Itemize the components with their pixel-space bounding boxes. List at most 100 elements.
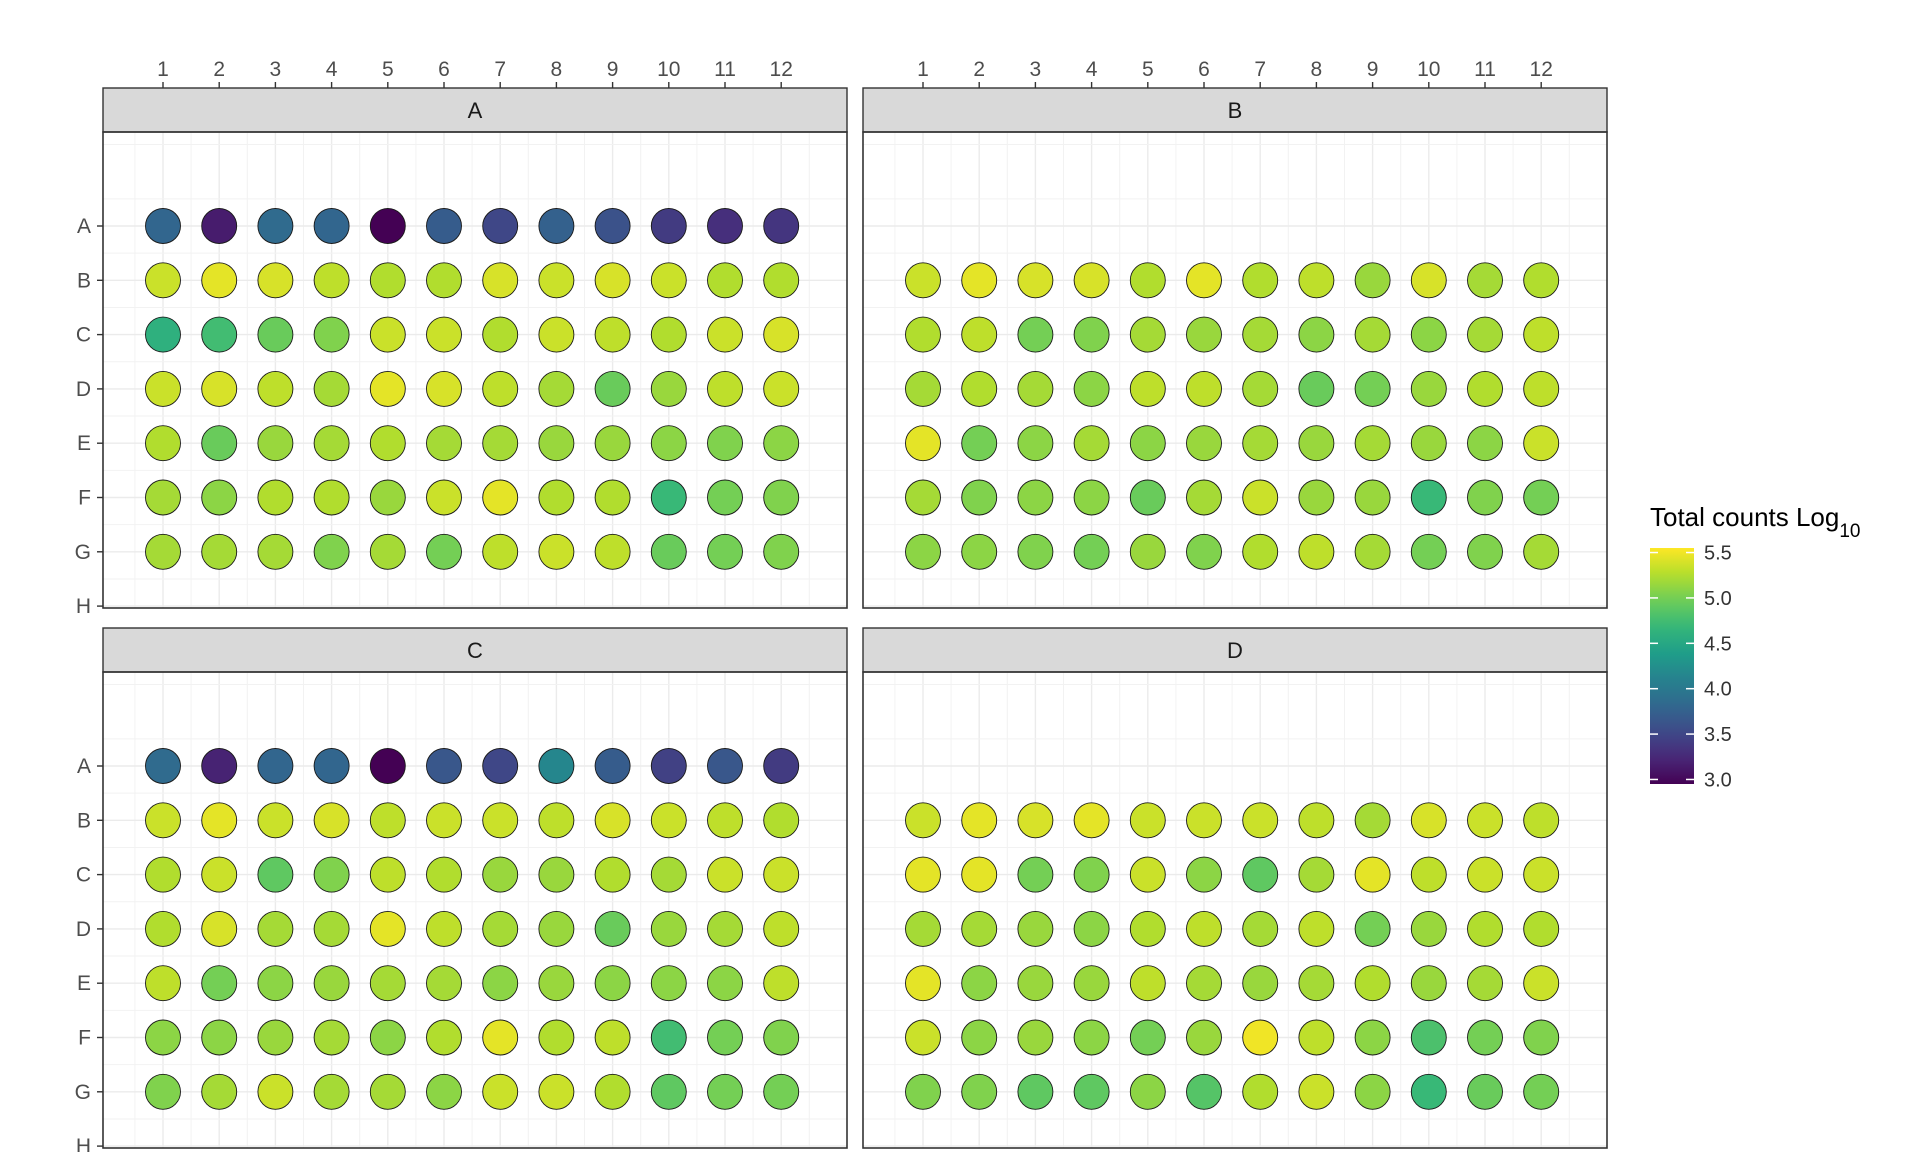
well-point (313, 802, 350, 839)
well-point (1186, 262, 1222, 299)
well-point (1523, 802, 1560, 839)
well-point (426, 479, 462, 516)
well-point (201, 748, 238, 784)
well-point (961, 1019, 998, 1056)
well-point (763, 910, 800, 947)
well-point (1129, 910, 1166, 947)
well-point (482, 1073, 519, 1110)
well-point (594, 802, 631, 839)
well-point (650, 965, 687, 1002)
well-point (1467, 262, 1503, 299)
well-point (482, 856, 519, 893)
x-tick-label: 7 (1254, 58, 1266, 81)
y-tick-label: B (77, 809, 91, 832)
well-point (426, 533, 462, 570)
panel-background (863, 132, 1607, 608)
well-point (369, 1019, 406, 1056)
well-point (594, 533, 631, 570)
well-point (707, 208, 743, 244)
well-point (961, 316, 998, 353)
well-point (201, 370, 238, 407)
well-point (1017, 316, 1054, 353)
well-point (313, 370, 350, 407)
well-point (369, 856, 406, 893)
well-point (145, 425, 181, 462)
well-point (763, 316, 800, 353)
well-point (650, 910, 687, 947)
well-point (257, 1019, 294, 1056)
well-point (538, 425, 575, 462)
well-point (707, 1073, 743, 1110)
well-point (145, 802, 181, 839)
legend-tick-label: 4.5 (1704, 633, 1732, 655)
panel-border (862, 131, 1608, 609)
well-point (426, 965, 462, 1002)
well-point (1129, 479, 1166, 516)
well-point (594, 479, 631, 516)
well-point (145, 370, 181, 407)
well-point (538, 856, 575, 893)
well-point (763, 748, 800, 784)
well-point (1354, 856, 1391, 893)
well-point (961, 965, 998, 1002)
well-point (1242, 533, 1279, 570)
well-point (201, 1073, 238, 1110)
x-tick-label: 10 (1417, 58, 1440, 81)
well-point (1073, 802, 1110, 839)
well-point (201, 856, 238, 893)
legend-colorbar (1650, 548, 1694, 784)
x-tick-label: 5 (382, 58, 394, 81)
well-point (1298, 316, 1335, 353)
well-point (538, 748, 575, 784)
well-point (594, 1073, 631, 1110)
panel-border (102, 671, 848, 1149)
well-point (650, 479, 687, 516)
well-point (257, 370, 294, 407)
well-point (905, 479, 941, 516)
well-point (1129, 856, 1166, 893)
well-point (1017, 479, 1054, 516)
x-tick-label: 11 (1474, 58, 1496, 81)
well-point (313, 910, 350, 947)
well-point (1298, 533, 1335, 570)
well-point (369, 479, 406, 516)
well-point (1410, 802, 1447, 839)
well-point (1298, 425, 1335, 462)
x-tick-label: 10 (657, 58, 680, 81)
well-point (905, 533, 941, 570)
well-point (1186, 425, 1222, 462)
well-point (426, 208, 462, 244)
well-point (1354, 910, 1391, 947)
x-tick-label: 1 (917, 58, 929, 81)
well-point (594, 748, 631, 784)
y-tick-label: H (76, 1135, 91, 1152)
strip-background (102, 87, 848, 133)
well-point (1467, 316, 1503, 353)
well-point (1467, 856, 1503, 893)
well-point (905, 965, 941, 1002)
well-point (1186, 1073, 1222, 1110)
well-point (1298, 1019, 1335, 1056)
well-point (1017, 262, 1054, 299)
well-point (426, 316, 462, 353)
well-point (369, 802, 406, 839)
well-point (1186, 856, 1222, 893)
well-point (1073, 965, 1110, 1002)
well-point (1242, 910, 1279, 947)
y-tick-label: D (76, 378, 91, 401)
well-point (145, 479, 181, 516)
well-point (763, 1073, 800, 1110)
well-point (201, 802, 238, 839)
well-point (201, 208, 238, 244)
well-point (201, 262, 238, 299)
y-tick-label: G (75, 1081, 91, 1104)
well-point (538, 208, 575, 244)
well-point (257, 965, 294, 1002)
well-point (313, 856, 350, 893)
well-point (426, 910, 462, 947)
well-point (650, 208, 687, 244)
well-point (905, 802, 941, 839)
